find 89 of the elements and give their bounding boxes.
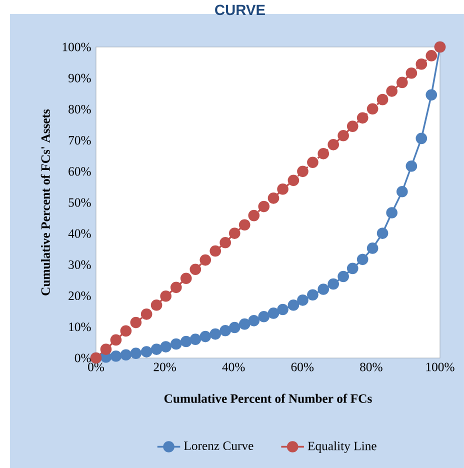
y-tick-label: 80% — [68, 104, 91, 114]
point — [338, 130, 349, 142]
point — [190, 264, 202, 276]
point — [130, 348, 142, 359]
y-tick-label: 50% — [68, 198, 91, 207]
point — [238, 219, 250, 231]
point — [346, 262, 358, 274]
point — [180, 272, 192, 284]
point — [110, 350, 122, 362]
x-axis-title: Cumulative Percent of Number of FCs — [164, 394, 372, 403]
point — [100, 344, 112, 355]
point — [150, 344, 162, 355]
point — [406, 160, 418, 172]
x-tick-label: 80% — [360, 362, 382, 372]
point — [160, 341, 172, 352]
point — [386, 85, 398, 97]
point — [120, 325, 132, 337]
point — [150, 299, 162, 311]
y-tick-label: 10% — [69, 322, 91, 332]
point — [140, 308, 152, 320]
y-tick-label: 40% — [68, 229, 91, 238]
point — [130, 316, 142, 328]
point — [297, 166, 308, 178]
y-tick-label: 60% — [68, 167, 91, 176]
point — [307, 289, 318, 301]
y-tick-label: 100% — [62, 42, 91, 52]
point — [288, 299, 300, 311]
point — [110, 334, 122, 346]
x-tick-label: 0% — [88, 362, 104, 372]
point — [297, 294, 308, 306]
x-tick-label: 100% — [426, 362, 454, 372]
legend-label: Equality Line — [308, 441, 376, 453]
y-tick-label: 90% — [68, 74, 91, 82]
point — [318, 284, 330, 295]
point — [386, 207, 398, 218]
y-tick-label: 30% — [68, 260, 91, 269]
point — [356, 254, 368, 266]
point — [210, 245, 222, 257]
point — [366, 242, 378, 254]
point — [426, 89, 438, 101]
point — [307, 156, 318, 168]
point — [268, 192, 280, 204]
point — [328, 278, 340, 290]
point — [277, 183, 288, 195]
x-tick-label: 40% — [222, 362, 245, 372]
point — [210, 328, 222, 340]
point — [258, 200, 270, 212]
point — [318, 148, 330, 160]
point — [366, 103, 378, 115]
point — [396, 76, 408, 88]
point — [238, 318, 250, 330]
point — [376, 228, 388, 239]
point — [328, 138, 340, 150]
y-tick-label: 0% — [74, 354, 91, 362]
point — [346, 120, 358, 132]
point — [140, 346, 152, 358]
point — [338, 270, 349, 282]
point — [396, 186, 408, 198]
point — [170, 338, 182, 350]
point — [356, 112, 368, 124]
y-tick-label: 20% — [68, 292, 91, 300]
point — [258, 310, 270, 322]
x-tick-label: 60% — [291, 362, 314, 372]
point — [200, 254, 212, 266]
point — [248, 210, 260, 222]
point — [170, 282, 182, 294]
point — [416, 58, 428, 70]
point — [268, 308, 280, 319]
point — [228, 228, 240, 239]
legend-label: Lorenz Curve — [184, 442, 254, 450]
point — [220, 324, 232, 336]
point — [248, 315, 260, 326]
point — [277, 304, 288, 316]
point — [120, 349, 132, 361]
y-tick-label: 70% — [68, 136, 91, 145]
point — [426, 50, 438, 62]
x-tick-label: 20% — [154, 362, 176, 372]
chart-title: CURVE — [215, 4, 265, 16]
point — [416, 132, 428, 144]
point — [190, 334, 202, 346]
y-axis-title: Cumulative Percent of FCs' Assets — [40, 109, 50, 296]
point — [406, 67, 418, 79]
point — [160, 290, 172, 302]
point — [220, 236, 232, 248]
point — [228, 322, 240, 334]
point — [180, 336, 192, 348]
point — [376, 94, 388, 106]
point — [288, 174, 300, 186]
point — [200, 330, 212, 342]
